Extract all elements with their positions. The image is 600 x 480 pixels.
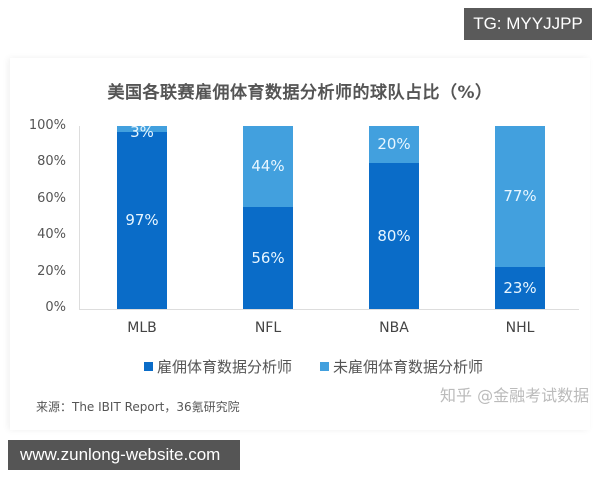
bar-segment-not-employ: 20% xyxy=(369,126,419,163)
legend-swatch-not-employ xyxy=(320,362,329,371)
chart-title: 美国各联赛雇佣体育数据分析师的球队占比（%） xyxy=(107,83,493,103)
y-tick-80: 80% xyxy=(37,154,66,169)
y-tick-100: 100% xyxy=(28,118,66,133)
x-label-nfl: NFL xyxy=(254,320,282,336)
x-label-mlb: MLB xyxy=(127,320,157,336)
legend-label-not-employ: 未雇佣体育数据分析师 xyxy=(333,358,484,376)
tg-overlay-label: TG: MYYJJPP xyxy=(464,8,592,40)
bar-mlb: 97%3% xyxy=(117,124,167,309)
bar-segment-employ: 23% xyxy=(495,266,545,309)
x-axis-line xyxy=(79,309,579,310)
legend-item-employ: 雇佣体育数据分析师 xyxy=(144,356,292,377)
bar-segment-employ: 56% xyxy=(243,206,293,309)
bar-nba: 80% 20% xyxy=(369,126,419,309)
source-note: 来源：The IBIT Report，36氪研究院 xyxy=(36,400,240,414)
chart-card xyxy=(10,58,590,430)
x-label-nba: NBA xyxy=(379,320,409,336)
y-tick-20: 20% xyxy=(37,264,66,279)
bar-segment-not-employ: 77% xyxy=(495,126,545,267)
y-axis-line xyxy=(79,126,80,309)
bar-segment-employ: 97% xyxy=(117,131,167,309)
legend-swatch-employ xyxy=(144,362,153,371)
bar-segment-employ: 80% xyxy=(369,162,419,309)
watermark: 知乎 @金融考试数据 xyxy=(440,386,590,405)
bar-nhl: 23% 77% xyxy=(495,126,545,309)
legend-label-employ: 雇佣体育数据分析师 xyxy=(157,358,293,376)
y-tick-60: 60% xyxy=(37,191,66,206)
legend-item-not-employ: 未雇佣体育数据分析师 xyxy=(320,356,483,377)
y-tick-0: 0% xyxy=(45,300,66,315)
x-label-nhl: NHL xyxy=(505,320,535,336)
bar-segment-not-employ: 3% xyxy=(117,124,167,140)
bar-segment-not-employ: 44% xyxy=(243,126,293,207)
bar-nfl: 56% 44% xyxy=(243,126,293,309)
y-tick-40: 40% xyxy=(37,227,66,242)
site-overlay-label: www.zunlong-website.com xyxy=(8,440,240,470)
